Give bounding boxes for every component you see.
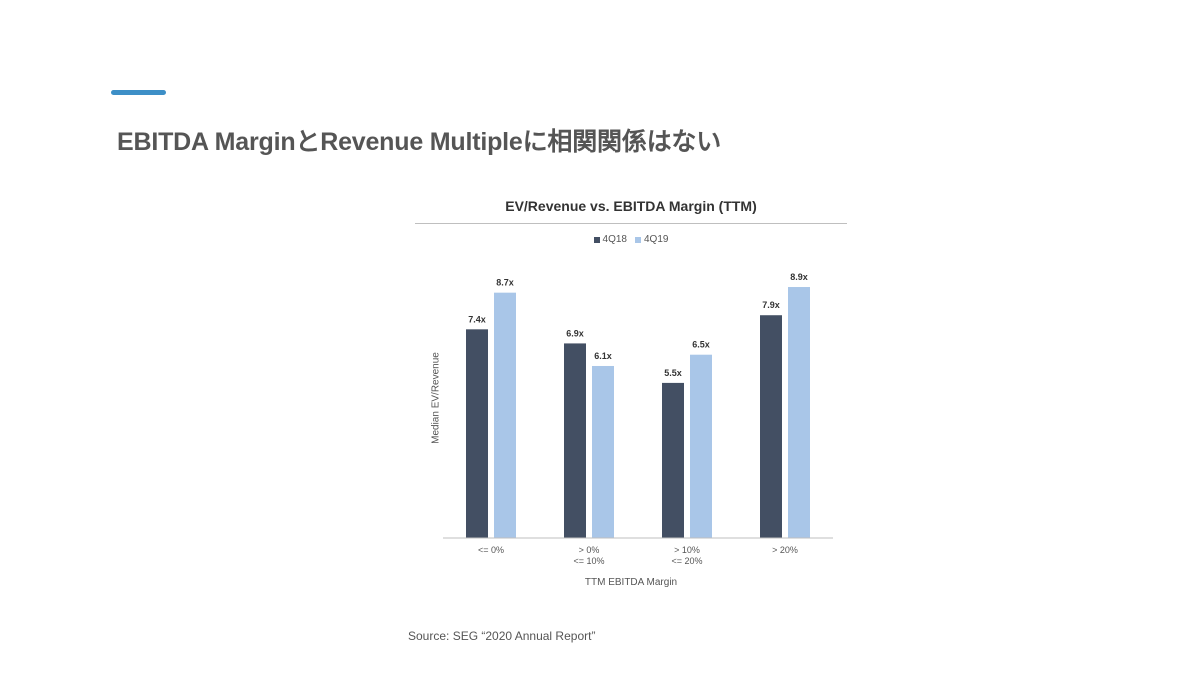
accent-bar (111, 90, 166, 95)
data-label-4q18-3: 7.9x (762, 300, 780, 310)
bar-4q18-0 (466, 329, 488, 538)
bar-4q19-1 (592, 365, 614, 538)
category-label-1-0: > 0% (579, 545, 600, 555)
data-label-4q18-2: 5.5x (664, 368, 682, 378)
category-label-3-0: > 20% (772, 545, 798, 555)
legend-item-4q18: 4Q18 (593, 234, 627, 245)
bar-4q19-2 (690, 354, 712, 538)
data-label-4q19-0: 8.7x (496, 278, 514, 288)
data-label-4q19-3: 8.9x (790, 272, 808, 282)
chart-title: EV/Revenue vs. EBITDA Margin (TTM) (505, 198, 757, 214)
category-label-2-1: <= 20% (671, 556, 702, 566)
category-label-0-0: <= 0% (478, 545, 504, 555)
data-label-4q18-1: 6.9x (566, 328, 584, 338)
legend-item-4q19: 4Q19 (635, 234, 668, 245)
data-label-4q19-2: 6.5x (692, 340, 710, 350)
slide-title: EBITDA MarginとRevenue Multipleに相関関係はない (117, 128, 722, 156)
bar-4q19-3 (788, 287, 810, 538)
legend-swatch-4q18 (593, 236, 600, 243)
bar-4q18-1 (564, 343, 586, 538)
legend-label-4q18: 4Q18 (602, 234, 627, 245)
legend-swatch-4q19 (635, 236, 641, 243)
category-label-2-0: > 10% (674, 545, 700, 555)
category-label-1-1: <= 10% (573, 556, 604, 566)
source-note: Source: SEG “2020 Annual Report” (408, 629, 596, 643)
legend-label-4q19: 4Q19 (644, 234, 669, 245)
data-label-4q18-0: 7.4x (468, 314, 486, 324)
bar-4q18-3 (760, 315, 782, 538)
chart-title-divider (415, 223, 847, 224)
chart-legend: 4Q18 4Q19 (415, 234, 847, 245)
data-label-4q19-1: 6.1x (594, 351, 612, 361)
x-axis-label: TTM EBITDA Margin (584, 577, 678, 588)
bar-4q19-0 (494, 292, 516, 538)
bar-4q18-2 (662, 382, 684, 538)
